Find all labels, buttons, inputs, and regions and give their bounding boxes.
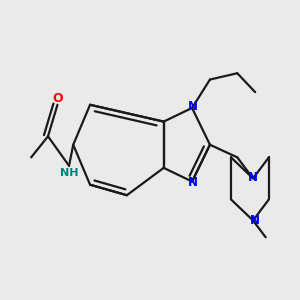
Text: N: N bbox=[188, 176, 198, 189]
Text: O: O bbox=[52, 92, 63, 105]
Text: N: N bbox=[250, 214, 260, 227]
Text: NH: NH bbox=[60, 168, 78, 178]
Text: N: N bbox=[188, 100, 198, 113]
Text: N: N bbox=[248, 171, 258, 184]
